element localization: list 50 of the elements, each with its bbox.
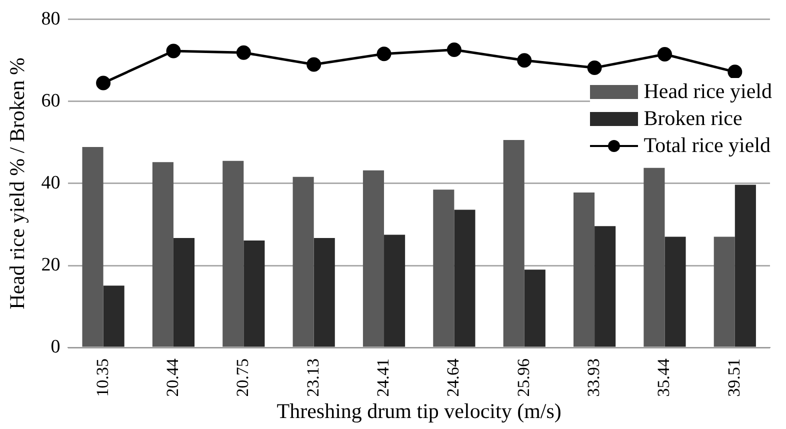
x-tick-label: 10.35: [92, 358, 112, 397]
bar: [314, 238, 335, 347]
point: [446, 42, 462, 58]
bar: [103, 286, 124, 347]
bar: [573, 192, 595, 347]
bar: [173, 238, 195, 347]
x-tick-label: 23.13: [303, 358, 322, 397]
x-tick-label: 20.75: [233, 358, 252, 397]
legend-label: Head rice yield: [644, 78, 772, 105]
point: [587, 60, 602, 76]
bar: [82, 146, 104, 347]
bar: [454, 210, 476, 347]
point: [517, 53, 532, 68]
y-axis-title: Head rice yield % / Broken %: [5, 58, 30, 310]
point: [728, 64, 742, 80]
bar: [292, 176, 314, 347]
bar: [644, 168, 665, 347]
legend-label: Total rice yield: [644, 132, 771, 159]
point: [306, 57, 322, 72]
point: [376, 46, 392, 62]
x-tick-label: 25.96: [514, 358, 533, 397]
y-tick-label: 40: [41, 172, 60, 194]
bar: [222, 160, 244, 347]
bar: [384, 234, 406, 347]
point: [166, 44, 181, 58]
x-tick-label: 33.93: [584, 358, 604, 397]
bar: [714, 236, 735, 347]
bar: [152, 162, 174, 347]
x-tick-label: 20.44: [162, 358, 182, 397]
y-tick-label: 60: [41, 90, 60, 112]
y-tick-label: 80: [41, 8, 60, 30]
x-tick-label: 35.44: [654, 358, 674, 397]
bar: [244, 240, 265, 347]
x-axis-title: Threshing drum tip velocity (m/s): [276, 398, 562, 423]
bar: [664, 236, 686, 347]
bar: [503, 140, 524, 347]
x-tick-label: 24.41: [373, 358, 392, 397]
point: [657, 47, 672, 62]
legend-label: Broken rice: [644, 105, 742, 132]
x-tick-label: 39.51: [724, 358, 744, 397]
bar: [524, 270, 546, 347]
x-tick-label: 24.64: [444, 358, 463, 397]
point: [236, 45, 251, 60]
bar: [734, 184, 756, 347]
y-tick-label: 20: [41, 254, 60, 276]
bar: [362, 170, 384, 347]
y-tick-label: 0: [50, 336, 60, 358]
bar: [433, 190, 454, 347]
bar: [594, 226, 616, 347]
point: [96, 76, 111, 90]
